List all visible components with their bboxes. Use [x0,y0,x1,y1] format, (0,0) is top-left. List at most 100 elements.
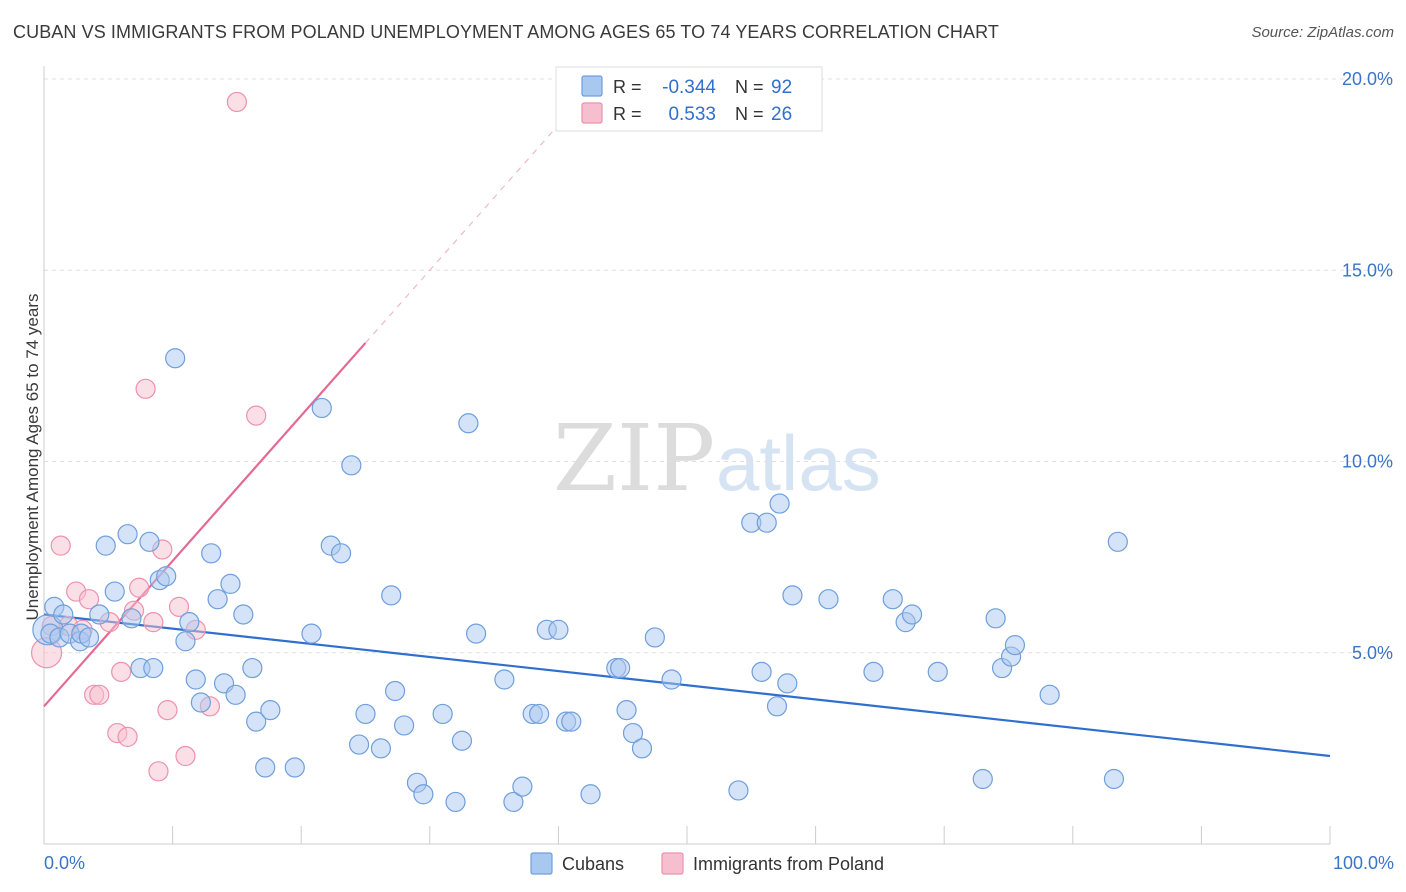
stats-legend: R = -0.344 N = 92 R = 0.533 N = 26 [555,66,823,132]
data-point-cubans [777,673,798,694]
series-legend: Cubans Immigrants from Poland [530,852,884,875]
data-point-cubans [201,543,222,564]
data-point-poland [117,726,138,748]
data-point-cubans [1004,634,1026,656]
data-point-cubans [432,703,453,725]
data-point-cubans [121,608,142,629]
data-point-cubans [766,696,788,717]
data-point-cubans [465,623,487,644]
trend-line-poland-extension [365,124,559,344]
data-point-cubans [622,722,644,744]
data-point-poland [50,535,71,556]
data-point-cubans [330,543,352,564]
data-point-cubans [233,604,254,625]
trend-line-poland [43,342,367,708]
stats-r-value-poland: 0.533 [668,104,716,125]
data-point-cubans [341,455,362,476]
data-point-cubans [348,734,370,755]
data-point-cubans [616,700,637,721]
data-point-cubans [413,784,434,805]
data-point-cubans [661,669,682,690]
data-point-cubans [769,493,790,514]
legend-label-poland[interactable]: Immigrants from Poland [693,854,884,874]
data-point-cubans [370,738,392,759]
data-point-cubans [260,700,281,721]
data-point-cubans [139,531,160,552]
data-point-cubans [561,711,582,732]
data-point-cubans [207,589,228,610]
data-point-poland [111,661,132,682]
trend-line-cubans [43,613,1331,758]
data-point-cubans [255,757,276,778]
chart-title: CUBAN VS IMMIGRANTS FROM POLAND UNEMPLOY… [13,22,1000,42]
data-point-cubans [494,669,515,690]
watermark-atlas: atlas [716,419,881,507]
data-point-cubans [143,657,164,679]
data-point-poland [246,405,267,426]
data-point-cubans [756,512,777,533]
data-point-cubans [818,589,839,610]
data-point-cubans [179,612,200,633]
data-point-cubans [451,730,473,751]
data-point-cubans [1107,531,1128,552]
stats-swatch-poland [581,102,603,124]
data-point-cubans [242,657,263,679]
legend-swatch-poland[interactable] [661,852,684,875]
data-point-cubans [863,661,884,682]
data-point-poland [135,378,156,399]
data-point-poland [129,577,150,598]
data-point-cubans [165,348,186,369]
data-point-cubans [117,524,138,545]
data-point-cubans [156,566,177,587]
data-point-cubans [631,738,653,759]
data-point-poland [143,612,164,633]
data-point-cubans [301,623,322,644]
axes [43,66,1331,845]
data-point-cubans [548,619,569,640]
cubans-points [32,348,1128,813]
data-point-cubans [445,791,466,813]
data-point-cubans [78,627,100,648]
data-point-cubans [972,768,993,790]
data-point-cubans [104,581,125,602]
data-point-cubans [610,657,631,679]
data-point-cubans [246,711,267,732]
data-point-cubans [644,627,665,648]
data-point-cubans [311,397,332,419]
data-point-cubans [985,608,1006,629]
watermark-zip: ZIP [553,405,715,512]
y-tick-label: 10.0% [1342,452,1393,472]
x-tick-label-min: 0.0% [44,853,85,873]
data-point-cubans [782,585,803,606]
legend-label-cubans[interactable]: Cubans [562,854,624,874]
data-point-cubans [95,535,116,556]
data-point-cubans [529,703,550,725]
data-point-cubans [355,703,376,725]
stats-swatch-cubans [581,75,603,97]
data-point-cubans [384,680,406,702]
legend-swatch-cubans[interactable] [530,852,553,875]
gridlines [44,78,1394,654]
data-point-cubans [580,784,601,805]
data-point-cubans [190,692,211,713]
x-tick-label-max: 100.0% [1333,853,1394,873]
y-tick-label: 15.0% [1342,260,1393,280]
data-point-cubans [901,604,923,625]
data-point-poland [148,761,169,782]
data-point-poland [226,91,247,113]
data-point-cubans [185,669,206,690]
stats-r-label-cubans: R = [613,77,642,97]
stats-r-value-cubans: -0.344 [662,77,716,98]
data-point-cubans [175,631,196,652]
data-point-cubans [503,791,524,813]
data-point-cubans [381,585,402,606]
data-point-cubans [751,661,772,682]
stats-n-label-cubans: N = [735,77,764,97]
source-note: Source: ZipAtlas.com [1251,24,1394,41]
data-point-poland [89,684,110,705]
stats-r-label-poland: R = [613,104,642,124]
data-point-cubans [512,776,533,797]
data-point-cubans [220,573,241,595]
y-tick-label: 5.0% [1352,643,1393,663]
